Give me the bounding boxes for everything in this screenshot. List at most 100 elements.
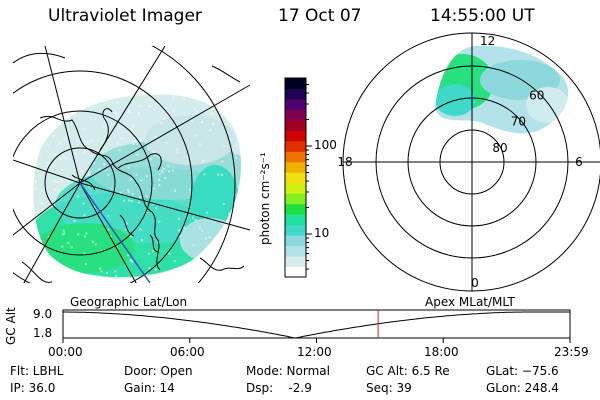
gain-info: Gain: 14	[124, 381, 175, 395]
speckle	[127, 109, 130, 112]
colorbar-cell	[285, 140, 306, 152]
colorbar-unit-label: photon cm⁻²s⁻¹	[258, 152, 272, 245]
colorbar-cell	[285, 256, 306, 268]
speckle	[51, 262, 54, 264]
speckle	[183, 226, 186, 229]
speckle	[77, 195, 79, 198]
speckle	[62, 156, 65, 159]
speckle	[222, 222, 224, 225]
speckle	[150, 283, 152, 285]
speckle	[225, 226, 228, 229]
altitude-xtick-0: 00:00	[48, 345, 83, 359]
speckle	[164, 107, 167, 109]
filter-info: Flt: LBHL	[10, 364, 64, 378]
speckle	[131, 279, 133, 281]
speckle	[51, 271, 54, 273]
speckle	[239, 200, 241, 203]
speckle	[130, 200, 133, 203]
colorbar-cell	[285, 245, 306, 257]
speckle	[221, 174, 223, 176]
speckle	[69, 95, 72, 98]
speckle	[131, 193, 134, 196]
speckle	[88, 185, 91, 188]
latlon-grid	[13, 46, 251, 283]
speckle	[127, 111, 130, 114]
speckle	[177, 127, 180, 129]
colorbar	[284, 77, 312, 278]
speckle	[202, 159, 205, 162]
speckle	[62, 229, 65, 232]
speckle	[168, 252, 171, 255]
speckle	[107, 214, 110, 217]
speckle	[148, 105, 151, 107]
speckle	[198, 226, 201, 229]
speckle	[136, 142, 139, 145]
speckle	[57, 189, 60, 192]
speckle	[125, 228, 128, 231]
speckle	[139, 228, 142, 231]
speckle	[40, 124, 43, 127]
speckle	[151, 99, 154, 102]
speckle	[36, 163, 39, 166]
speckle	[91, 276, 93, 279]
speckle	[158, 178, 160, 181]
speckle	[35, 180, 37, 183]
colorbar-cell	[285, 119, 306, 131]
speckle	[101, 99, 104, 102]
speckle	[223, 145, 226, 148]
speckle	[212, 122, 215, 125]
dsp-info: Dsp: -2.9	[246, 381, 312, 395]
speckle	[131, 95, 134, 98]
speckle	[191, 260, 194, 263]
speckle	[203, 173, 206, 176]
speckle	[206, 211, 208, 214]
altitude-xtick-4: 23:59	[554, 345, 589, 359]
speckle	[105, 271, 108, 274]
speckle	[52, 126, 55, 128]
time-label: 14:55:00 UT	[430, 6, 535, 26]
speckle	[193, 270, 196, 273]
speckle	[60, 265, 63, 268]
speckle	[72, 104, 74, 107]
speckle	[100, 270, 103, 273]
speckle	[172, 169, 174, 172]
speckle	[115, 245, 118, 248]
speckle	[102, 125, 105, 128]
colorbar-cell	[285, 224, 306, 236]
speckle	[60, 156, 63, 159]
speckle	[131, 259, 134, 262]
speckle	[65, 157, 68, 160]
speckle	[144, 140, 147, 143]
speckle	[138, 104, 141, 107]
speckle	[192, 216, 194, 219]
colorbar-tick-label: 100	[314, 138, 337, 152]
speckle	[222, 203, 225, 205]
speckle	[129, 112, 132, 115]
speckle	[151, 202, 154, 205]
colorbar-cell	[285, 151, 306, 163]
speckle	[80, 169, 83, 172]
speckle	[152, 249, 155, 252]
speckle	[139, 139, 142, 142]
colorbar-cell	[285, 214, 306, 226]
mode-info: Mode: Normal	[246, 364, 330, 378]
speckle	[87, 141, 90, 144]
speckle	[205, 237, 208, 240]
speckle	[73, 219, 76, 222]
altitude-xtick-2: 12:00	[297, 345, 332, 359]
speckle	[41, 209, 44, 212]
glon-info: GLon: 248.4	[486, 381, 559, 395]
speckle	[37, 141, 40, 144]
speckle	[201, 121, 203, 123]
door-info: Door: Open	[124, 364, 193, 378]
speckle	[154, 268, 157, 271]
speckle	[236, 210, 239, 213]
speckle	[236, 192, 239, 195]
speckle	[173, 109, 176, 112]
speckle	[145, 175, 148, 178]
speckle	[135, 173, 138, 176]
speckle	[141, 239, 144, 242]
speckle	[51, 262, 54, 265]
speckle	[91, 163, 94, 166]
